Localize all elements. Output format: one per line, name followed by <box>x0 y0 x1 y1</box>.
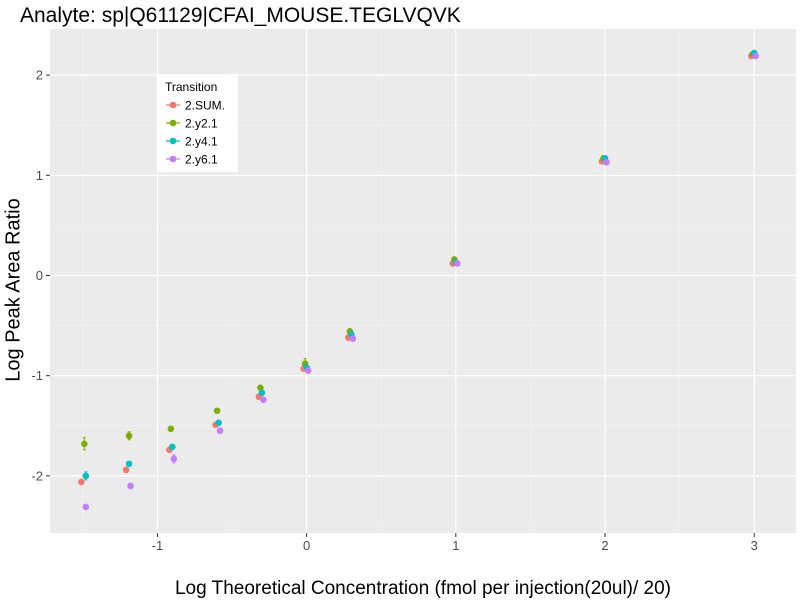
legend-key-point <box>169 101 177 109</box>
y-tick-label: 0 <box>36 268 43 283</box>
data-point <box>82 503 90 511</box>
data-point <box>213 407 221 415</box>
legend-title: Transition <box>165 80 217 94</box>
y-tick-label: 2 <box>36 68 43 83</box>
data-point <box>170 455 178 463</box>
legend-key-point <box>169 137 177 145</box>
data-point <box>167 425 175 433</box>
data-point <box>216 427 224 435</box>
legend-item-label: 2.y4.1 <box>185 135 218 149</box>
data-point <box>349 335 357 342</box>
data-point <box>81 440 88 448</box>
data-point <box>125 432 133 440</box>
legend-key-point <box>169 119 177 127</box>
data-point <box>257 384 264 392</box>
y-tick-label: -1 <box>31 368 43 383</box>
legend-item-label: 2.y6.1 <box>185 153 218 167</box>
data-point <box>82 472 90 480</box>
x-tick-label: 2 <box>601 538 608 553</box>
data-point <box>125 460 133 468</box>
data-point <box>78 478 85 486</box>
x-tick-label: 3 <box>751 538 758 553</box>
chart-title: Analyte: sp|Q61129|CFAI_MOUSE.TEGLVQVK <box>20 4 461 27</box>
x-axis-label: Log Theoretical Concentration (fmol per … <box>174 578 672 599</box>
minor-gridlines <box>50 29 796 533</box>
y-tick-label: 1 <box>36 168 43 183</box>
series-2.y6.1 <box>82 52 760 511</box>
data-point <box>215 419 222 427</box>
legend-item-label: 2.y2.1 <box>185 117 218 131</box>
x-tick-label: -1 <box>152 538 164 553</box>
legend: Transition 2.SUM. 2.y2.1 2.y4.1 2.y6.1 <box>158 74 238 172</box>
axes: -1 0 1 2 3 -2 -1 0 1 2 <box>31 68 757 553</box>
data-point <box>603 158 610 166</box>
x-tick-label: 1 <box>452 538 459 553</box>
data-points <box>78 49 760 511</box>
data-point <box>127 482 134 490</box>
data-point <box>752 52 760 60</box>
data-point <box>169 443 176 451</box>
x-tick-label: 0 <box>303 538 310 553</box>
legend-item-label: 2.SUM. <box>185 99 225 113</box>
data-point <box>454 260 461 267</box>
legend-key-point <box>169 155 177 163</box>
data-point <box>304 367 312 374</box>
data-point <box>258 389 266 397</box>
data-point <box>122 466 130 474</box>
y-tick-label: -2 <box>31 468 43 483</box>
data-point <box>260 396 267 404</box>
major-gridlines <box>50 29 796 533</box>
